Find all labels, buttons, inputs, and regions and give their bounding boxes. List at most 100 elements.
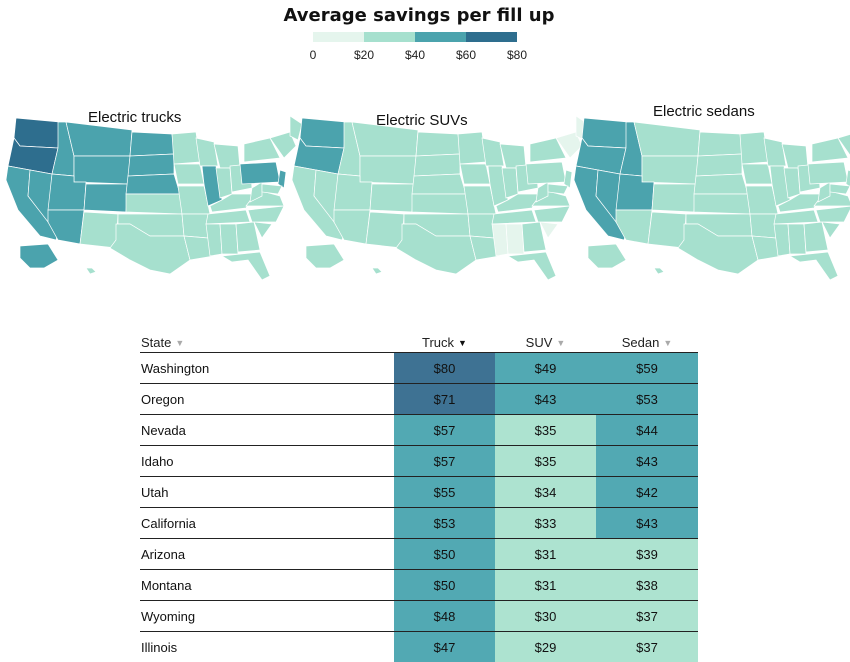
- state-pa: [240, 162, 280, 184]
- state-pa: [526, 162, 566, 184]
- state-md: [548, 184, 568, 194]
- state-ne: [412, 174, 466, 194]
- sedan-value-cell: $37: [596, 601, 698, 632]
- sort-arrow-icon: ▼: [556, 338, 565, 348]
- state-header-label: State: [141, 335, 171, 350]
- legend-swatch-40-60: [415, 32, 466, 42]
- state-nd: [416, 132, 460, 156]
- state-name-cell: Washington: [140, 353, 394, 384]
- legend-swatch-0-20: [313, 32, 364, 42]
- state-name-cell: Oregon: [140, 384, 394, 415]
- table-row: Washington$80$49$59: [140, 353, 698, 384]
- state-name-cell: Arizona: [140, 539, 394, 570]
- color-legend: 0 $20 $40 $60 $80: [313, 32, 518, 64]
- truck-value-cell: $57: [394, 446, 495, 477]
- state-nc: [248, 206, 284, 222]
- state-co: [652, 184, 696, 212]
- table-row: Oregon$71$43$53: [140, 384, 698, 415]
- state-ak: [306, 244, 344, 268]
- state-fl: [508, 252, 556, 280]
- sedan-column-header[interactable]: Sedan▼: [596, 330, 698, 353]
- state-name-cell: Idaho: [140, 446, 394, 477]
- state-sd: [128, 154, 174, 176]
- state-nc: [816, 206, 850, 222]
- truck-value-cell: $50: [394, 570, 495, 601]
- state-name-cell: Nevada: [140, 415, 394, 446]
- suv-value-cell: $31: [495, 570, 596, 601]
- state-wa: [14, 118, 60, 148]
- suvs-map: [286, 110, 561, 280]
- table-row: California$53$33$43: [140, 508, 698, 539]
- state-ar: [182, 214, 210, 238]
- state-nj: [278, 170, 286, 188]
- state-ak: [588, 244, 626, 268]
- suv-value-cell: $35: [495, 415, 596, 446]
- table-header-row: State ▼ Truck▼ SUV▼ Sedan▼: [140, 330, 698, 353]
- sort-arrow-icon: ▼: [175, 338, 184, 348]
- suv-value-cell: $49: [495, 353, 596, 384]
- sort-arrow-icon: ▼: [663, 338, 672, 348]
- state-ia: [174, 164, 204, 184]
- trucks-map: [0, 110, 275, 280]
- state-co: [370, 184, 414, 212]
- sedan-value-cell: $38: [596, 570, 698, 601]
- suv-value-cell: $30: [495, 601, 596, 632]
- state-ia: [460, 164, 490, 184]
- state-name-cell: Utah: [140, 477, 394, 508]
- table-row: Idaho$57$35$43: [140, 446, 698, 477]
- state-nd: [698, 132, 742, 156]
- legend-tick-40: $40: [405, 48, 425, 62]
- table-row: Arizona$50$31$39: [140, 539, 698, 570]
- table-row: Utah$55$34$42: [140, 477, 698, 508]
- state-ks: [126, 194, 182, 214]
- state-ne: [694, 174, 748, 194]
- state-nm: [366, 212, 404, 248]
- sedan-value-cell: $39: [596, 539, 698, 570]
- truck-column-header[interactable]: Truck▼: [394, 330, 495, 353]
- legend-tick-80: $80: [507, 48, 527, 62]
- state-column-header[interactable]: State ▼: [140, 330, 394, 353]
- suv-column-header[interactable]: SUV▼: [495, 330, 596, 353]
- sedan-value-cell: $43: [596, 446, 698, 477]
- state-nc: [534, 206, 570, 222]
- sedan-value-cell: $37: [596, 632, 698, 662]
- legend-swatch-60-80: [466, 32, 517, 42]
- state-al: [788, 224, 806, 254]
- state-wy: [74, 156, 130, 184]
- truck-value-cell: $48: [394, 601, 495, 632]
- suv-value-cell: $43: [495, 384, 596, 415]
- state-wa: [300, 118, 346, 148]
- state-wi: [196, 138, 218, 166]
- state-nd: [130, 132, 174, 156]
- state-name-cell: California: [140, 508, 394, 539]
- state-nj: [846, 170, 850, 188]
- table-row: Wyoming$48$30$37: [140, 601, 698, 632]
- state-fl: [790, 252, 838, 280]
- truck-value-cell: $55: [394, 477, 495, 508]
- savings-table: State ▼ Truck▼ SUV▼ Sedan▼ Washington$80$…: [140, 330, 698, 662]
- state-ak: [20, 244, 58, 268]
- state-hi: [372, 268, 382, 274]
- state-wi: [482, 138, 504, 166]
- state-mt: [66, 122, 132, 156]
- state-mn: [740, 132, 768, 164]
- state-name-cell: Montana: [140, 570, 394, 601]
- state-pa: [808, 162, 848, 184]
- suv-value-cell: $29: [495, 632, 596, 662]
- state-sd: [696, 154, 742, 176]
- state-al: [506, 224, 524, 254]
- state-ne: [126, 174, 180, 194]
- state-ar: [750, 214, 778, 238]
- state-nm: [648, 212, 686, 248]
- table-row: Illinois$47$29$37: [140, 632, 698, 662]
- state-name-cell: Illinois: [140, 632, 394, 662]
- state-ks: [694, 194, 750, 214]
- state-md: [262, 184, 282, 194]
- truck-value-cell: $47: [394, 632, 495, 662]
- state-co: [84, 184, 128, 212]
- state-ks: [412, 194, 468, 214]
- state-mt: [352, 122, 418, 156]
- suv-value-cell: $33: [495, 508, 596, 539]
- chart-title: Average savings per fill up: [0, 5, 838, 26]
